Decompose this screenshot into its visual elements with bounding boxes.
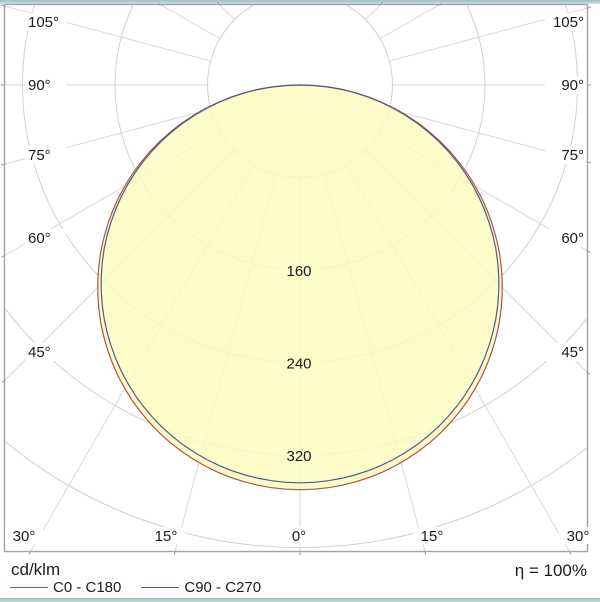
curve-C0-C180 bbox=[97, 84, 503, 491]
legend-label-c0: C0 - C180 bbox=[53, 578, 122, 596]
legend-line-c0-icon bbox=[10, 586, 48, 588]
ring-value-label: 160 bbox=[286, 263, 311, 280]
top-divider-bar bbox=[0, 0, 600, 4]
bottom-divider-bar bbox=[0, 598, 600, 602]
angle-label-left: 45° bbox=[28, 344, 51, 361]
angle-label-bottom: 15° bbox=[421, 528, 444, 545]
legend: C0 - C180 C90 - C270 bbox=[10, 578, 262, 596]
unit-label: cd/klm bbox=[11, 560, 61, 579]
angle-label-bottom: 30° bbox=[567, 528, 590, 545]
chart-labels: 160 240 320 105° 90° 75° 60° 45° 105° 90° 75° 60° 45… bbox=[13, 14, 590, 545]
angle-label-bottom: 15° bbox=[155, 528, 178, 545]
grid-ray bbox=[162, 5, 221, 40]
angle-label-bottom: 0° bbox=[292, 528, 306, 545]
angle-label-right: 45° bbox=[561, 344, 584, 361]
angle-label-right: 60° bbox=[561, 230, 584, 247]
angle-label-left: 75° bbox=[28, 147, 51, 164]
grid-ray bbox=[365, 5, 380, 20]
legend-label-c90: C90 - C270 bbox=[184, 578, 262, 596]
angle-label-left: 90° bbox=[28, 77, 51, 94]
angle-label-left: 105° bbox=[28, 14, 59, 31]
angle-label-bottom: 30° bbox=[13, 528, 36, 545]
polar-chart-svg: 160 240 320 105° 90° 75° 60° 45° 105° 90° 75° 60° 45… bbox=[0, 1, 592, 556]
grid-ray bbox=[379, 5, 438, 40]
efficiency-label: η = 100% bbox=[514, 561, 587, 580]
frame-ticks bbox=[0, 1, 592, 556]
angle-label-left: 60° bbox=[28, 230, 51, 247]
angle-label-right: 105° bbox=[553, 14, 584, 31]
legend-line-c90-icon bbox=[141, 586, 180, 588]
curve-C90-C270 bbox=[100, 84, 500, 484]
grid-ray bbox=[220, 5, 235, 20]
polar-chart: 160 240 320 105° 90° 75° 60° 45° 105° 90° 75° 60° 45… bbox=[0, 1, 592, 556]
angle-label-right: 90° bbox=[561, 77, 584, 94]
ring-value-label: 320 bbox=[286, 448, 311, 465]
angle-label-right: 75° bbox=[561, 147, 584, 164]
intensity-curves bbox=[97, 84, 503, 491]
ring-value-label: 240 bbox=[286, 356, 311, 373]
